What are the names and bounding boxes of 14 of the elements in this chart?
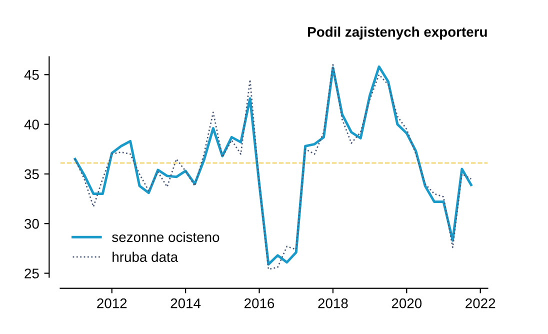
x-tick-label: 2014 — [170, 298, 201, 308]
x-tick-label: 2022 — [466, 298, 496, 308]
legend-label: hruba data — [112, 252, 178, 262]
y-tick-label: 45 — [24, 70, 39, 80]
chart-title: Podil zajistenych exporteru — [308, 26, 487, 40]
y-tick-label: 30 — [24, 218, 39, 229]
y-tick-label: 25 — [24, 268, 39, 278]
y-tick-label: 40 — [24, 120, 39, 130]
x-tick-label: 2016 — [244, 298, 274, 308]
x-tick-label: 2018 — [318, 298, 348, 308]
y-tick-label: 35 — [24, 169, 39, 180]
x-tick-label: 2020 — [392, 298, 422, 308]
legend-label: sezonne ocisteno — [112, 232, 220, 242]
x-tick-label: 2012 — [97, 298, 127, 308]
